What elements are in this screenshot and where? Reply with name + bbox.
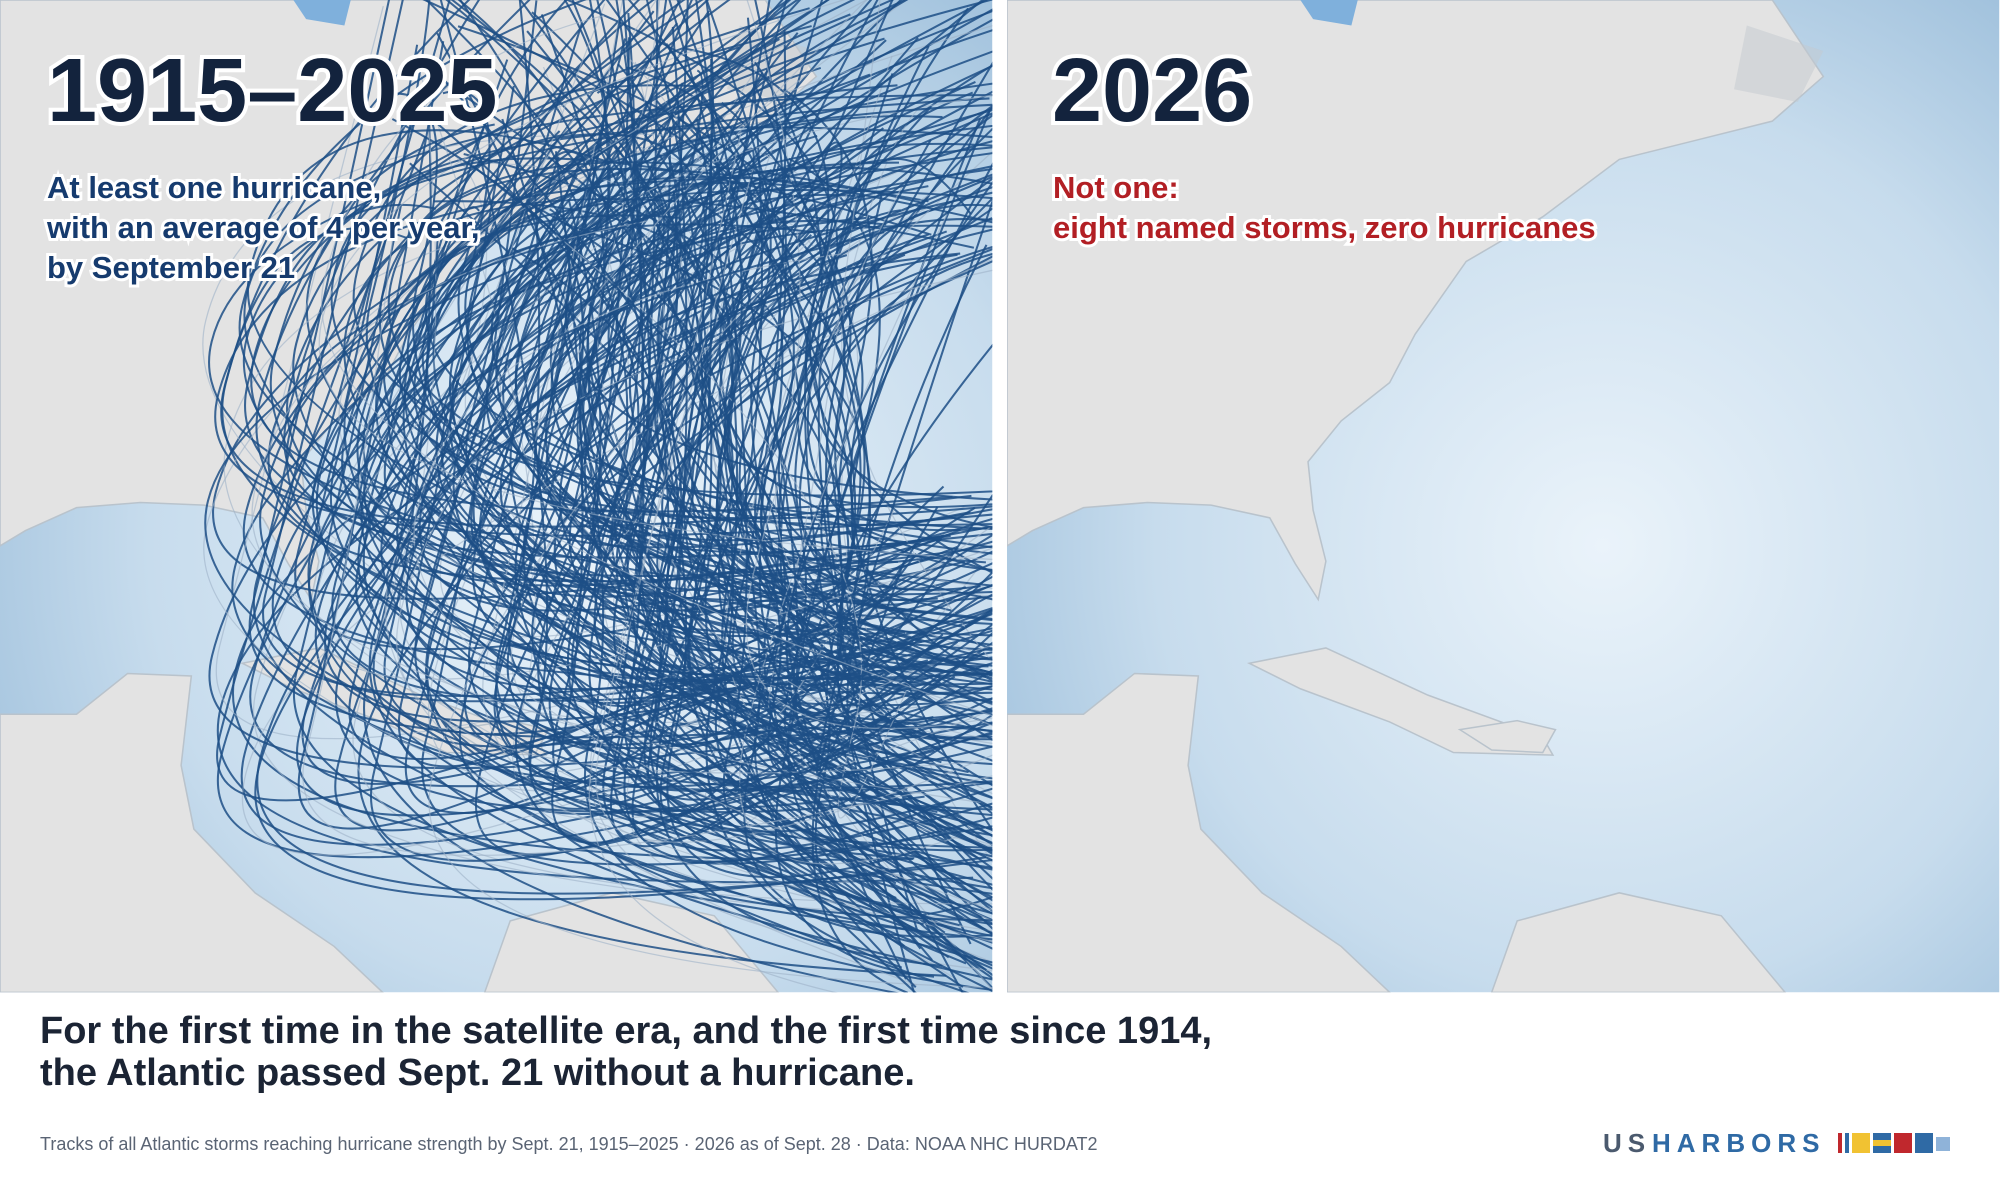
left-title: 1915–2025	[47, 41, 497, 141]
storm-track	[567, 198, 993, 707]
storm-track	[334, 253, 993, 813]
storm-track	[386, 92, 917, 993]
left-subtitle: with an average of 4 per year,	[46, 210, 479, 245]
storm-track	[221, 227, 944, 743]
storm-track	[753, 83, 993, 858]
headline: the Atlantic passed Sept. 21 without a h…	[40, 1052, 915, 1094]
storm-track	[343, 214, 987, 971]
storm-track	[294, 0, 993, 651]
storm-track	[745, 178, 993, 730]
storm-track	[220, 0, 972, 528]
storm-track	[402, 206, 964, 988]
storm-track	[208, 235, 993, 770]
storm-track	[262, 0, 993, 698]
storm-track	[428, 63, 993, 775]
storm-track	[515, 106, 993, 922]
storm-track	[382, 188, 993, 590]
storm-track	[320, 14, 993, 717]
right-map	[1007, 0, 2000, 993]
storm-track	[514, 0, 993, 993]
storm-track	[526, 200, 993, 691]
logo-us: US	[1603, 1128, 1651, 1158]
storm-track	[255, 0, 969, 774]
storm-track	[482, 0, 993, 932]
headline: For the first time in the satellite era,…	[40, 1010, 1212, 1052]
storm-track	[836, 244, 993, 733]
storm-track	[343, 198, 993, 837]
storm-track	[596, 0, 993, 707]
storm-track	[252, 0, 993, 921]
storm-track	[739, 213, 960, 865]
storm-track	[352, 84, 993, 555]
right-subtitle: eight named storms, zero hurricanes	[1053, 210, 1596, 245]
storm-track	[670, 0, 912, 682]
storm-track	[506, 82, 939, 750]
storm-track	[397, 156, 976, 768]
storm-track	[495, 13, 993, 809]
left-subtitle: At least one hurricane,	[47, 170, 381, 205]
storm-track	[676, 0, 922, 950]
storm-track	[435, 0, 993, 852]
storm-track	[251, 220, 985, 804]
right-subtitle: Not one:	[1053, 170, 1179, 205]
storm-track	[499, 0, 993, 676]
storm-track	[458, 255, 993, 816]
storm-track	[588, 168, 838, 993]
storm-track	[540, 14, 914, 879]
storm-track	[329, 0, 938, 814]
storm-track	[696, 118, 903, 969]
logo: US HARBORS	[1603, 1128, 1950, 1158]
storm-track	[586, 166, 993, 961]
storm-track	[283, 0, 993, 559]
storm-track	[450, 0, 904, 692]
storm-track	[452, 165, 993, 636]
storm-track	[231, 0, 993, 869]
storm-track	[718, 0, 993, 509]
storm-tracks	[202, 0, 993, 993]
left-subtitle: by September 21	[47, 250, 295, 285]
storm-track	[465, 23, 993, 549]
storm-track	[241, 258, 993, 856]
footer-caption: Tracks of all Atlantic storms reaching h…	[40, 1134, 1098, 1154]
storm-track	[582, 193, 993, 838]
storm-track	[531, 114, 993, 811]
storm-track	[297, 41, 911, 830]
right-title: 2026	[1052, 41, 1252, 141]
storm-track	[360, 185, 929, 681]
storm-track	[383, 0, 993, 577]
storm-track	[778, 127, 993, 880]
storm-track	[413, 253, 993, 911]
storm-track	[242, 84, 993, 800]
logo-harbors: HARBORS	[1652, 1128, 1825, 1158]
storm-track	[215, 5, 905, 740]
storm-track	[396, 0, 978, 774]
storm-track	[627, 0, 993, 741]
storm-track	[588, 177, 993, 926]
storm-track	[248, 0, 993, 739]
storm-track	[649, 26, 993, 833]
storm-track	[655, 100, 993, 741]
storm-track	[368, 10, 993, 981]
storm-track	[841, 91, 993, 664]
storm-track	[537, 204, 915, 860]
storm-track	[596, 0, 993, 991]
storm-track	[705, 0, 906, 776]
storm-track	[314, 0, 993, 680]
storm-track	[656, 246, 993, 899]
storm-track	[216, 136, 993, 802]
storm-track	[250, 25, 953, 513]
storm-track	[754, 61, 981, 591]
storm-track	[721, 101, 967, 606]
storm-track	[363, 101, 899, 993]
storm-track	[308, 231, 970, 993]
left-map	[0, 0, 993, 993]
storm-track	[302, 228, 993, 857]
storm-track	[259, 225, 993, 944]
storm-track	[556, 133, 993, 572]
storm-track	[442, 90, 993, 680]
storm-track	[457, 0, 993, 913]
